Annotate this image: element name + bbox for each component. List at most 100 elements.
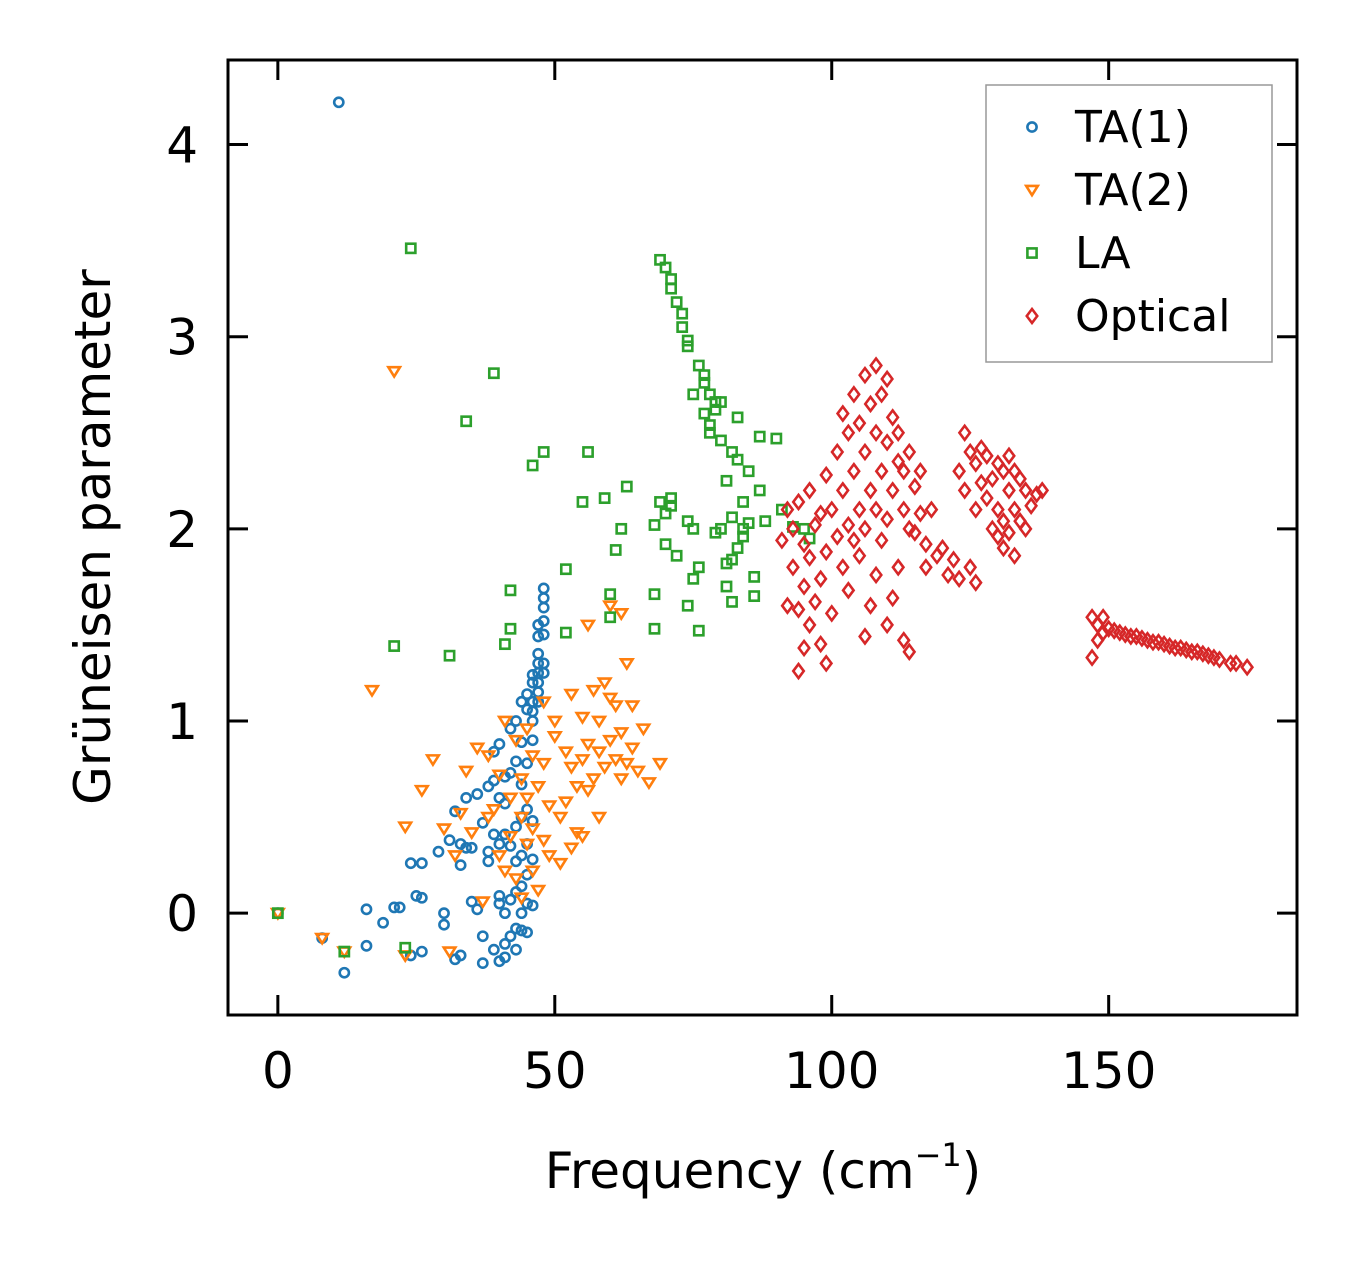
data-point	[676, 307, 689, 320]
data-point	[487, 943, 500, 956]
data-point	[590, 715, 608, 729]
data-point	[460, 791, 473, 804]
data-point	[726, 595, 738, 608]
data-point	[526, 668, 539, 681]
data-point	[596, 677, 613, 691]
data-point	[499, 951, 511, 964]
data-point	[703, 419, 716, 431]
data-point	[446, 850, 464, 864]
data-point	[532, 630, 545, 643]
data-point	[541, 800, 558, 814]
data-point	[510, 943, 522, 956]
data-point	[1018, 519, 1033, 539]
data-point	[863, 481, 878, 500]
data-point	[521, 703, 533, 716]
data-point	[847, 531, 861, 550]
data-point	[504, 930, 517, 943]
data-point	[552, 811, 569, 825]
data-point	[770, 432, 783, 445]
data-point	[813, 634, 828, 654]
data-point	[640, 777, 658, 791]
data-point	[852, 500, 867, 519]
data-point	[465, 841, 478, 854]
data-point	[524, 750, 541, 764]
data-point	[1002, 446, 1016, 466]
data-point	[521, 688, 533, 701]
data-point	[1007, 546, 1022, 565]
data-point	[797, 638, 811, 658]
data-point	[443, 834, 456, 847]
data-point	[499, 907, 511, 920]
data-point	[748, 590, 761, 603]
data-point	[819, 542, 834, 562]
data-point	[852, 546, 867, 565]
data-point	[1229, 654, 1243, 673]
data-point	[979, 488, 994, 508]
data-point	[1007, 500, 1022, 519]
data-point	[515, 778, 528, 791]
data-point	[454, 949, 467, 962]
series-optical	[775, 356, 1255, 681]
data-point	[698, 369, 711, 382]
data-point	[397, 821, 414, 835]
data-point	[885, 408, 900, 427]
data-point	[624, 700, 641, 714]
data-point	[659, 538, 672, 551]
data-point	[847, 385, 861, 404]
data-point	[802, 615, 817, 635]
legend-label: Optical	[1075, 291, 1230, 342]
data-point	[957, 481, 972, 500]
data-point	[654, 496, 666, 508]
data-point	[896, 462, 911, 481]
data-point	[541, 850, 558, 864]
legend-label: TA(1)	[1074, 102, 1191, 153]
data-point	[651, 757, 669, 771]
data-point	[510, 922, 522, 935]
data-point	[493, 838, 506, 850]
data-point	[388, 640, 401, 652]
data-point	[598, 492, 611, 505]
data-point	[314, 932, 331, 946]
x-tick-label: 0	[262, 1042, 294, 1100]
legend-marker	[1023, 184, 1041, 198]
data-point	[885, 588, 900, 608]
data-point	[720, 580, 733, 593]
data-point	[582, 446, 594, 458]
data-point	[537, 601, 550, 614]
data-point	[415, 945, 428, 958]
data-point	[471, 903, 484, 916]
data-point	[491, 850, 508, 864]
data-point	[526, 459, 539, 472]
data-point	[476, 930, 489, 943]
data-point	[665, 499, 678, 512]
legend-label: TA(2)	[1074, 165, 1191, 216]
data-point	[902, 642, 917, 661]
data-point	[731, 542, 744, 554]
data-point	[432, 845, 445, 858]
data-point	[797, 535, 811, 554]
data-point	[399, 941, 412, 954]
data-point	[786, 558, 800, 577]
data-point	[518, 723, 536, 737]
data-point	[454, 859, 467, 872]
data-point	[665, 282, 678, 295]
data-point	[996, 538, 1011, 558]
data-point	[858, 627, 872, 646]
data-point	[460, 415, 473, 428]
data-point	[515, 924, 528, 937]
data-point	[891, 452, 906, 471]
data-point	[968, 573, 983, 592]
data-point	[996, 462, 1011, 481]
data-point	[957, 423, 972, 442]
data-point	[515, 907, 528, 920]
x-tick-label: 50	[523, 1042, 587, 1100]
data-point	[360, 903, 373, 916]
data-point	[620, 480, 633, 493]
data-point	[518, 792, 536, 806]
x-axis-label: Frequency (cm−1)	[545, 1136, 982, 1200]
data-point	[991, 500, 1005, 519]
data-point	[996, 512, 1011, 531]
data-point	[487, 367, 500, 380]
data-point	[537, 667, 550, 679]
data-point	[775, 531, 789, 550]
